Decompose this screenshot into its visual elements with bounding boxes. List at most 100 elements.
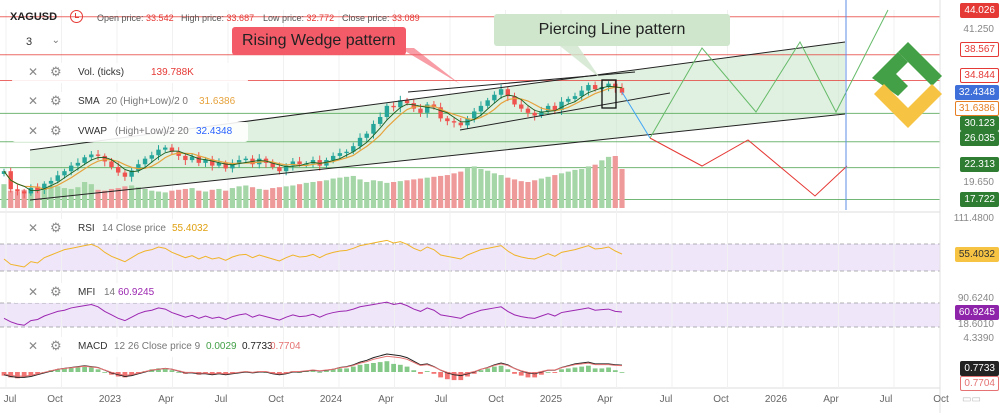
volume-bar: [102, 190, 108, 208]
candle-body: [21, 191, 27, 194]
candle-body: [243, 158, 249, 161]
macd-histogram-bar: [565, 368, 571, 372]
candle-body: [122, 172, 128, 177]
gear-icon[interactable]: ⚙: [50, 64, 62, 79]
symbol-name[interactable]: XAGUSD: [10, 11, 58, 23]
macd-histogram-bar: [371, 363, 376, 372]
axis-value-label: 34.844: [960, 68, 999, 83]
volume-bar: [129, 185, 135, 208]
macd-histogram-bar: [532, 372, 538, 378]
high-price-label: High price:: [181, 13, 225, 23]
close-icon[interactable]: ✕: [28, 65, 39, 79]
macd-histogram-bar: [317, 372, 323, 373]
candle-body: [230, 162, 235, 169]
volume-bar: [417, 178, 424, 208]
legend-vwap[interactable]: ✕ ⚙ VWAP (High+Low)/2 20 32.4348: [12, 122, 248, 142]
candle-body: [377, 116, 383, 124]
volume-bar: [41, 187, 47, 208]
legend-mfi-value: 60.9245: [118, 287, 155, 298]
volume-bar: [14, 191, 21, 208]
close-icon[interactable]: ✕: [28, 221, 39, 235]
volume-bar: [505, 177, 511, 208]
macd-histogram-bar: [424, 371, 430, 372]
piercing-line-pointer: [560, 46, 600, 78]
gear-icon[interactable]: ⚙: [50, 220, 62, 235]
volume-bar: [424, 177, 430, 208]
macd-histogram-bar: [586, 365, 591, 372]
close-price-value: 33.089: [392, 13, 420, 23]
legend-rsi-params: 14 Close price: [102, 223, 166, 234]
axis-value-label: 44.026: [960, 3, 999, 18]
candle-body: [136, 164, 141, 171]
volume-bar: [485, 170, 491, 208]
volume-bar: [511, 179, 518, 208]
volume-bar: [310, 182, 316, 208]
volume-bar: [478, 169, 484, 208]
gear-icon[interactable]: ⚙: [50, 284, 62, 299]
legend-macd-params: 12 26 Close price 9: [114, 341, 201, 352]
time-tick-label: Jul: [434, 394, 448, 405]
candle-body: [424, 104, 430, 113]
candle-body: [142, 158, 148, 165]
legend-macd-v2: 0.7733: [242, 341, 273, 352]
wedge-lower-line: [459, 92, 671, 131]
candle-body: [310, 160, 316, 164]
macd-histogram-bar: [572, 367, 578, 372]
macd-histogram-bar: [8, 372, 14, 378]
macd-histogram-bar: [156, 368, 161, 372]
brand-logo: [872, 42, 942, 128]
watermark-icon: ▭▭: [962, 394, 981, 405]
candle-body: [115, 167, 121, 173]
volume-bar: [169, 190, 175, 208]
macd-histogram-bar: [512, 372, 517, 374]
timeframe-select[interactable]: 3 ⌄: [12, 34, 64, 52]
macd-histogram-bar: [310, 370, 316, 372]
clock-icon[interactable]: [70, 10, 83, 23]
volume-bar: [619, 169, 625, 208]
macd-histogram-bar: [28, 372, 34, 376]
candle-body: [351, 146, 356, 152]
macd-histogram-bar: [545, 372, 551, 373]
forecast-bear-path: [649, 137, 848, 197]
legend-rsi[interactable]: ✕ ⚙ RSI 14 Close price 55.4032: [12, 219, 222, 239]
legend-macd[interactable]: ✕ ⚙ MACD 12 26 Close price 9 0.0029 0.77…: [12, 337, 301, 357]
legend-volume[interactable]: ✕ ⚙ Vol. (ticks) 139.788K: [12, 63, 248, 83]
volume-bar: [28, 188, 34, 208]
gear-icon[interactable]: ⚙: [50, 338, 62, 353]
close-icon[interactable]: ✕: [28, 285, 39, 299]
forecast-blue-path: [621, 91, 651, 139]
close-icon[interactable]: ✕: [28, 94, 39, 108]
candle-body: [297, 161, 302, 165]
gear-icon[interactable]: ⚙: [50, 93, 62, 108]
volume-bar: [202, 191, 209, 208]
chevron-down-icon: ⌄: [51, 35, 60, 46]
volume-bar: [612, 156, 618, 208]
time-tick-label: 2025: [539, 394, 563, 405]
candle-body: [559, 101, 564, 111]
volume-bar: [411, 179, 417, 208]
macd-histogram-bar: [95, 369, 101, 372]
gear-icon[interactable]: ⚙: [50, 123, 62, 138]
macd-histogram-bar: [612, 370, 618, 372]
volume-bar: [431, 176, 437, 208]
candle-body: [478, 105, 484, 112]
volume-bar: [182, 188, 188, 208]
volume-bar: [451, 173, 457, 208]
volume-bar: [558, 173, 565, 208]
open-price-value: 33.542: [146, 13, 174, 23]
volume-bar: [592, 164, 598, 208]
macd-histogram-bar: [35, 372, 40, 374]
candle-body: [15, 189, 20, 192]
close-icon[interactable]: ✕: [28, 124, 39, 138]
volume-bar: [350, 175, 356, 208]
forecast-bull-path: [649, 9, 889, 139]
legend-mfi[interactable]: ✕ ⚙ MFI 14 60.9245: [12, 283, 172, 303]
close-icon[interactable]: ✕: [28, 339, 39, 353]
candle-body: [411, 103, 416, 109]
high-price-value: 33.687: [226, 13, 255, 23]
legend-sma[interactable]: ✕ ⚙ SMA 20 (High+Low)/2 0 31.6386: [12, 92, 248, 112]
macd-histogram-bar: [384, 361, 390, 372]
candle-body: [48, 180, 54, 184]
macd-histogram-bar: [505, 369, 511, 372]
candle-body: [35, 187, 40, 190]
